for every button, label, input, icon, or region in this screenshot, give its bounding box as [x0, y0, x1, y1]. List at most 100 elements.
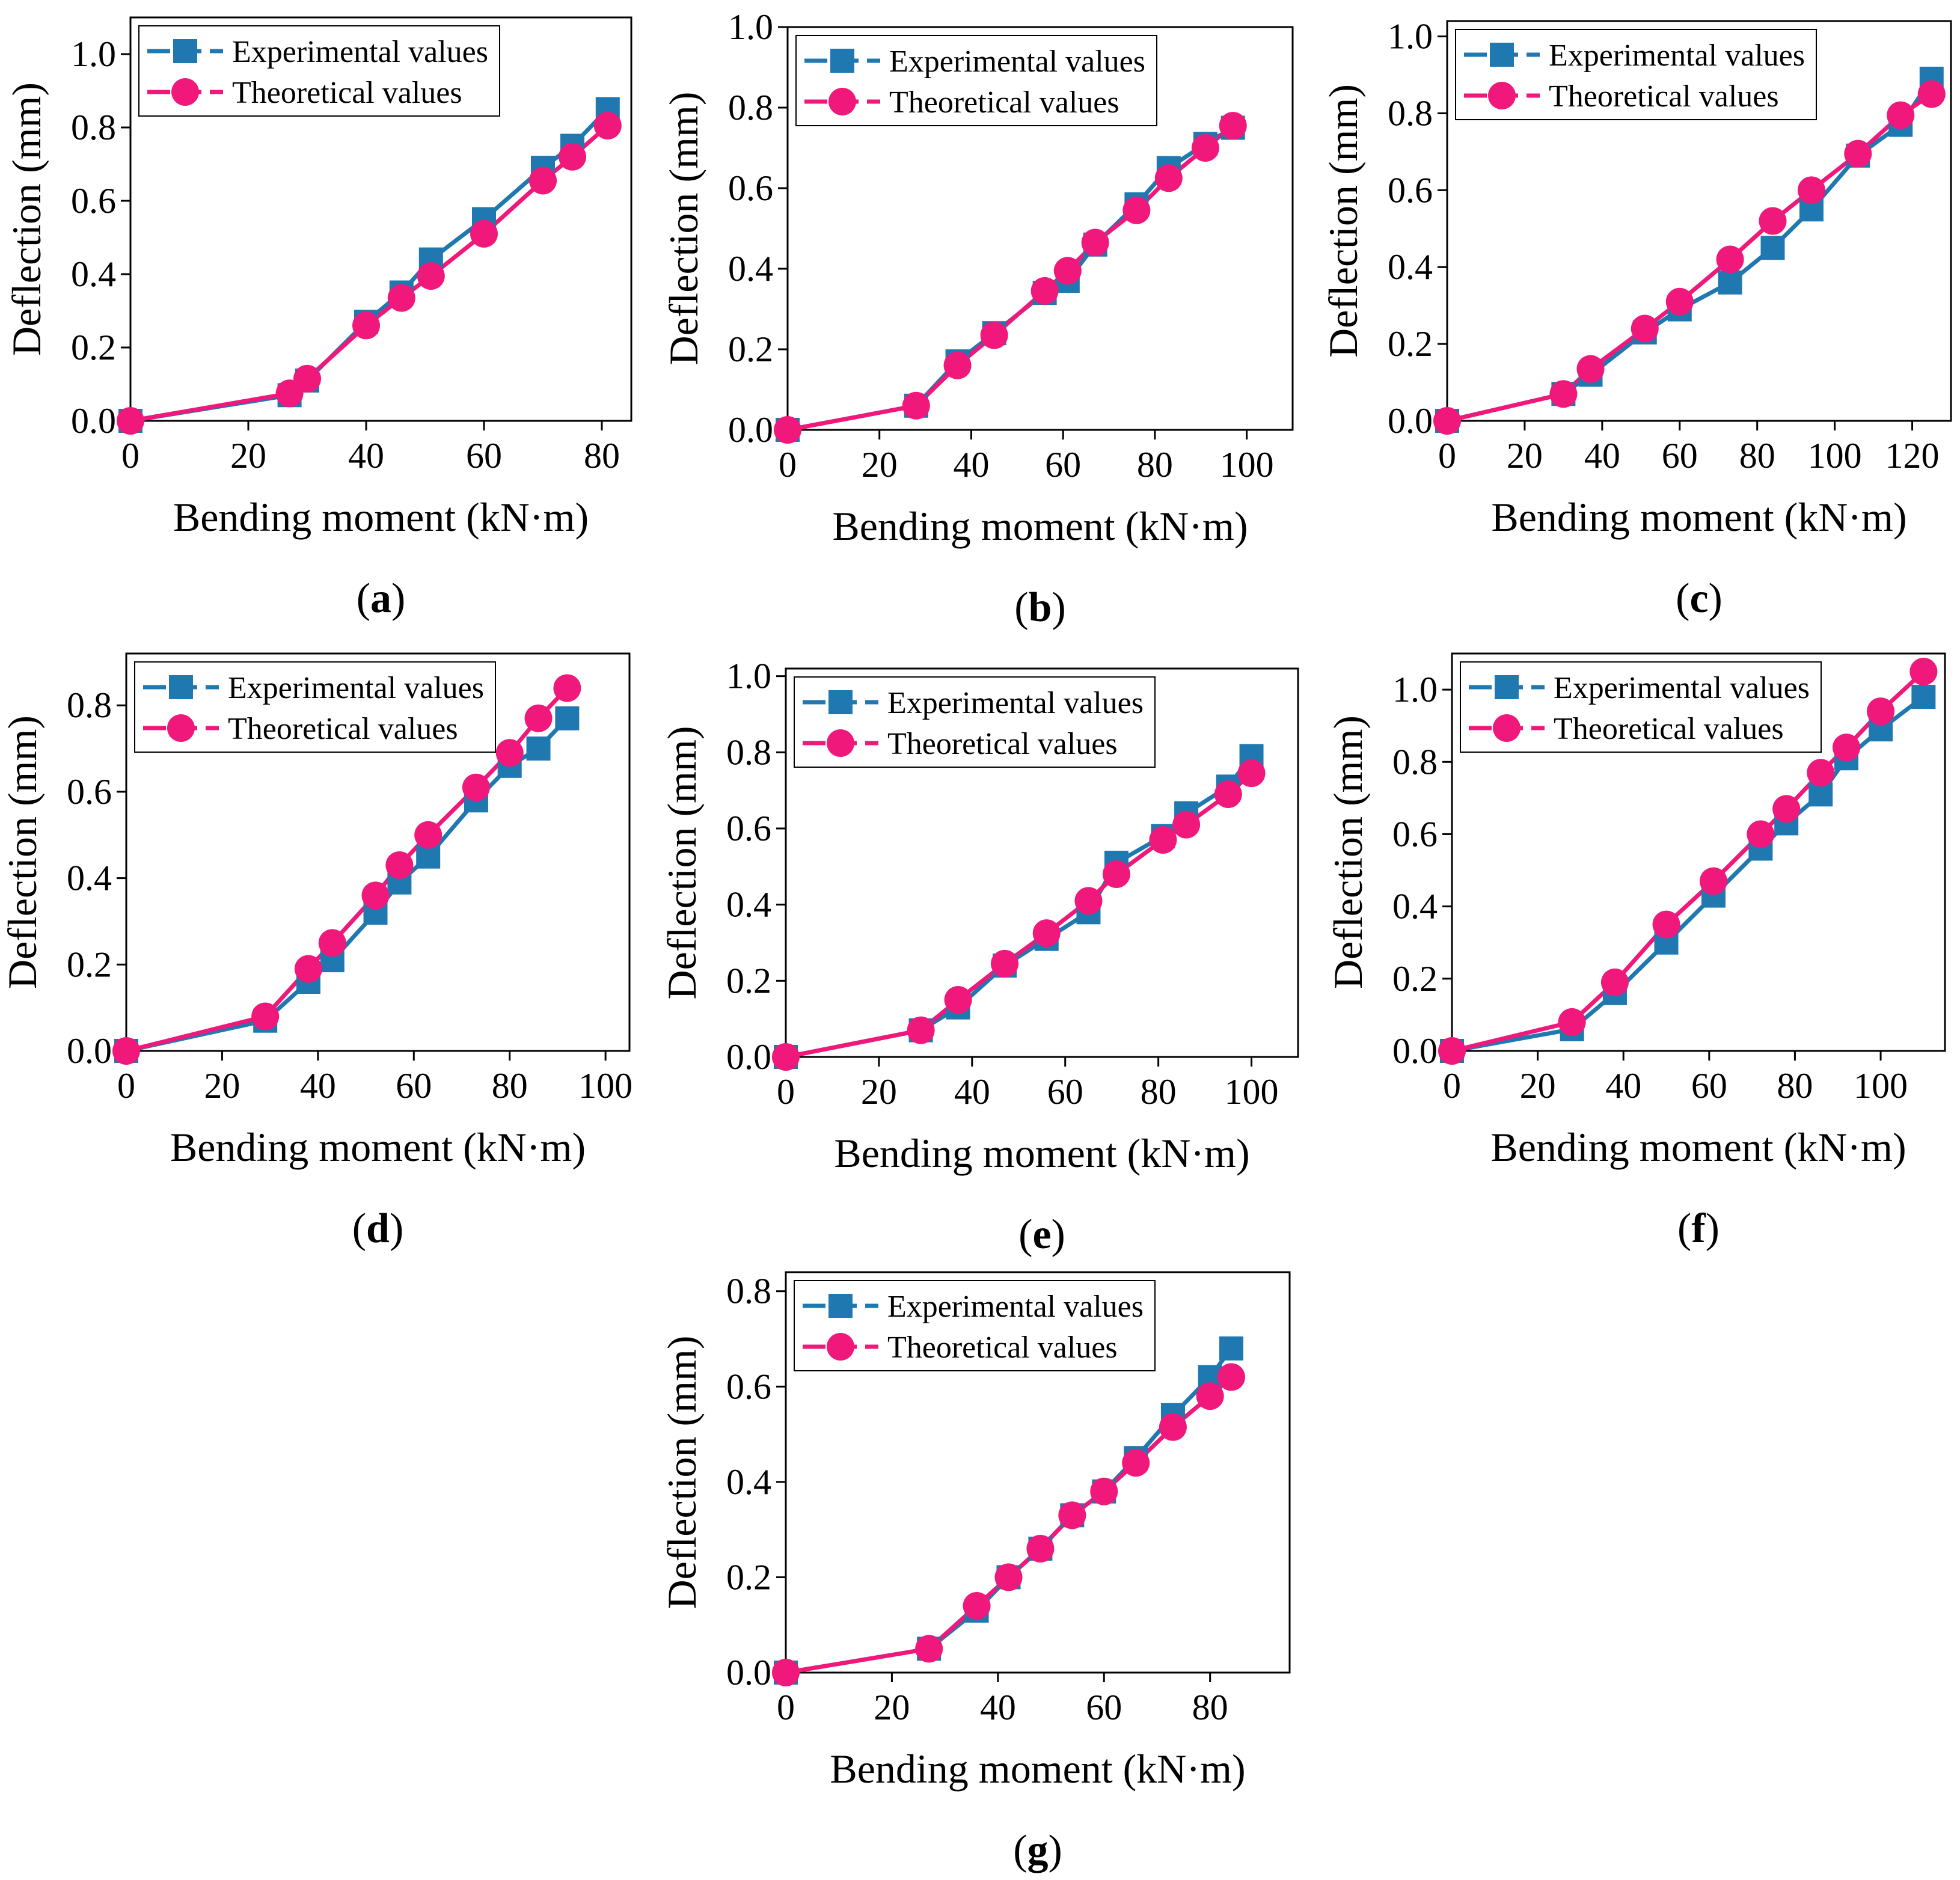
y-tick-label: 0.8 [728, 88, 773, 127]
y-tick-label: 0.8 [726, 732, 771, 772]
x-tick-label: 100 [578, 1066, 632, 1106]
theoretical-point [1772, 795, 1801, 823]
y-tick-label: 0.6 [1388, 170, 1433, 210]
theoretical-point [1797, 176, 1825, 204]
experimental-point [526, 736, 551, 761]
theoretical-point [462, 773, 490, 801]
theoretical-point [1576, 355, 1605, 383]
legend-label-experimental: Experimental values [1549, 38, 1805, 73]
theoretical-point [772, 1043, 800, 1071]
legend-marker-theoretical [167, 714, 195, 742]
y-axis-title: Deflection (mm) [659, 1335, 705, 1609]
legend-label-experimental: Experimental values [1554, 671, 1810, 705]
theoretical-point [1159, 1413, 1187, 1441]
theoretical-point [495, 739, 524, 767]
y-tick-label: 0.4 [1388, 247, 1433, 287]
y-tick-label: 1.0 [728, 7, 773, 47]
theoretical-point [417, 262, 445, 290]
theoretical-point [559, 142, 586, 171]
theoretical-point [1090, 1477, 1118, 1505]
theoretical-point [553, 674, 581, 702]
y-tick-label: 0.2 [726, 961, 771, 1000]
theoretical-point [1631, 314, 1659, 343]
x-tick-label: 120 [1885, 436, 1940, 476]
x-tick-label: 80 [584, 436, 620, 476]
y-tick-label: 0.2 [726, 1557, 771, 1597]
x-tick-label: 0 [1443, 1066, 1461, 1106]
x-tick-label: 40 [348, 436, 384, 476]
theoretical-point [529, 167, 557, 195]
y-tick-label: 0.4 [726, 885, 771, 925]
legend-marker-theoretical [827, 729, 854, 757]
legend-marker-theoretical [1493, 714, 1521, 742]
theoretical-point [1122, 196, 1151, 224]
x-tick-label: 60 [1691, 1066, 1727, 1106]
experimental-point [555, 706, 580, 730]
x-tick-label: 20 [204, 1066, 240, 1106]
theoretical-point [1196, 1382, 1224, 1410]
panel-caption: (e) [1018, 1211, 1065, 1258]
theoretical-point [1081, 228, 1109, 257]
x-tick-label: 60 [1047, 1072, 1083, 1112]
y-tick-label: 0.6 [726, 809, 771, 848]
y-tick-label: 0.0 [726, 1653, 771, 1692]
y-axis-title: Deflection (mm) [1325, 715, 1371, 989]
theoretical-point [1172, 810, 1201, 839]
legend-label-theoretical: Theoretical values [232, 76, 462, 110]
panel-caption: (d) [352, 1205, 404, 1252]
legend-marker-theoretical [1488, 82, 1516, 109]
y-tick-label: 0.8 [71, 108, 116, 147]
x-axis-title: Bending moment (kN·m) [1491, 494, 1906, 540]
x-tick-label: 0 [779, 445, 797, 485]
theoretical-point [772, 1659, 800, 1686]
y-tick-label: 1.0 [1392, 670, 1438, 709]
plot-frame [1446, 20, 1952, 422]
y-tick-label: 0.0 [71, 401, 116, 441]
x-tick-label: 40 [954, 1072, 990, 1112]
theoretical-point [907, 1016, 935, 1044]
x-tick-label: 100 [1225, 1072, 1279, 1112]
theoretical-point [1031, 277, 1059, 305]
x-tick-label: 20 [1507, 436, 1543, 476]
theoretical-point [944, 986, 972, 1014]
legend-label-theoretical: Theoretical values [887, 1330, 1118, 1365]
theoretical-point [1433, 407, 1461, 435]
legend-box [1460, 661, 1822, 753]
y-tick-label: 0.2 [1392, 959, 1438, 999]
panel-caption: (c) [1676, 575, 1723, 622]
legend-box [794, 676, 1156, 768]
theoretical-point [1558, 1008, 1586, 1036]
x-tick-label: 80 [1137, 445, 1173, 485]
theoretical-point [1026, 1534, 1055, 1563]
plot-frame [786, 26, 1294, 431]
x-tick-label: 80 [492, 1066, 528, 1106]
theoretical-point [387, 284, 415, 312]
theoretical-point [1759, 207, 1787, 235]
theoretical-point [1844, 139, 1872, 168]
theoretical-point [1154, 164, 1183, 192]
x-tick-label: 40 [300, 1066, 336, 1106]
legend-label-experimental: Experimental values [889, 44, 1145, 79]
x-tick-label: 60 [1045, 445, 1081, 485]
chart-panel-f: 0 20 40 60 80 100 0.0 0.2 0.4 0.6 0.8 1.0 Bending mo… [1325, 652, 1946, 1252]
y-tick-label: 1.0 [71, 34, 116, 74]
y-axis-title: Deflection (mm) [661, 91, 706, 365]
chart-panel-a: 0 20 40 60 80 0.0 0.2 0.4 0.6 0.8 1.0 Bending momen… [4, 16, 632, 622]
y-tick-label: 0.0 [67, 1031, 112, 1071]
theoretical-point [385, 851, 414, 880]
y-tick-label: 1.0 [1388, 17, 1433, 57]
chart-panel-b: 0 20 40 60 80 100 0.0 0.2 0.4 0.6 0.8 1.0 Bending mo… [661, 7, 1294, 631]
theoretical-point [1058, 1501, 1086, 1529]
y-tick-label: 0.8 [1388, 93, 1433, 133]
x-tick-label: 0 [777, 1688, 795, 1727]
panel-caption: (b) [1014, 584, 1066, 631]
y-tick-label: 0.6 [71, 181, 116, 221]
legend-marker-theoretical [827, 1333, 854, 1361]
legend: Experimental values Theoretical values [794, 1280, 1156, 1371]
y-tick-label: 0.4 [1392, 887, 1438, 926]
legend: Experimental values Theoretical values [134, 661, 496, 753]
panel-caption: (a) [357, 575, 406, 622]
x-tick-label: 0 [1438, 436, 1456, 476]
legend-label-theoretical: Theoretical values [1554, 712, 1784, 746]
x-tick-label: 80 [1739, 436, 1775, 476]
